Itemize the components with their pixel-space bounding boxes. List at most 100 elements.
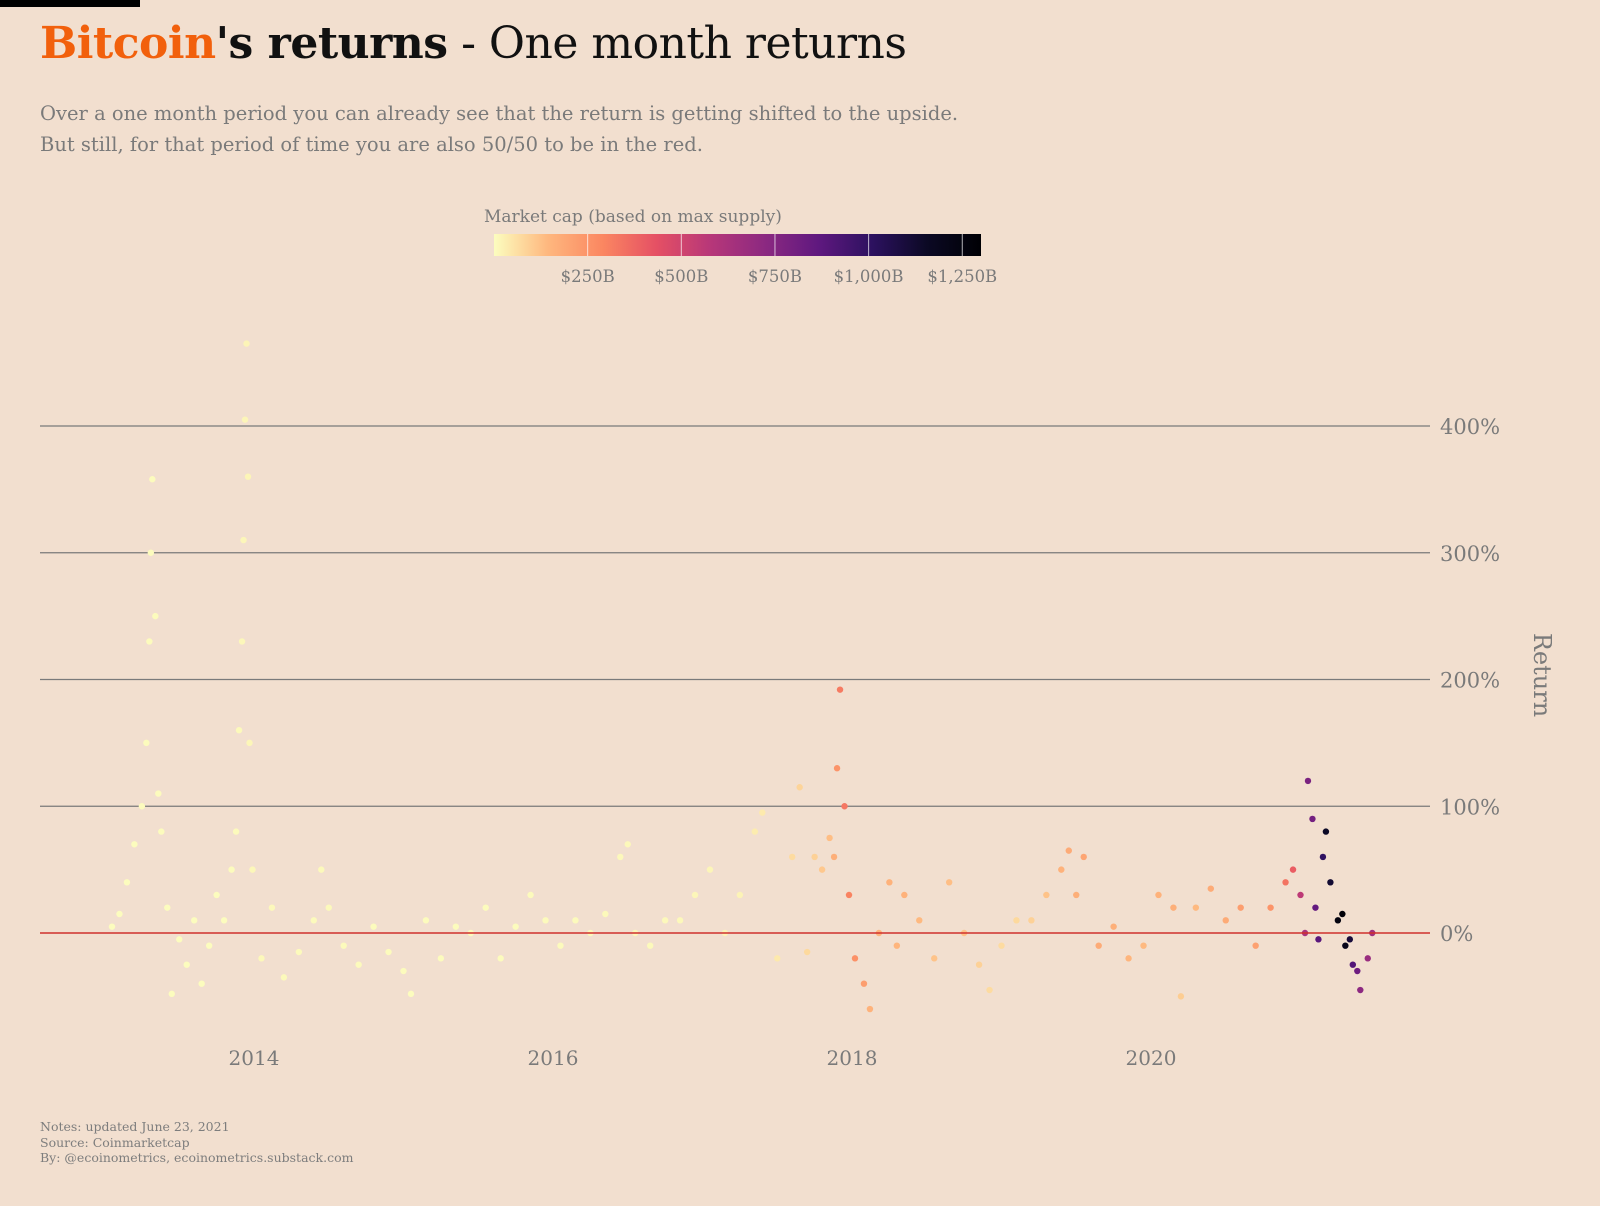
data-point: [168, 990, 175, 998]
data-point: [866, 1005, 874, 1013]
data-point: [318, 866, 325, 873]
data-point: [123, 879, 131, 886]
data-point: [152, 612, 159, 620]
data-point: [183, 961, 190, 968]
data-point: [280, 974, 288, 981]
title-rest: - One month returns: [447, 18, 907, 69]
chart-title: Bitcoin's returns - One month returns: [40, 14, 907, 74]
data-point: [158, 828, 165, 835]
data-point: [975, 961, 983, 968]
data-point: [1319, 853, 1327, 861]
y-tick-label: 400%: [1440, 415, 1500, 439]
data-point: [497, 955, 504, 962]
data-point: [1065, 847, 1072, 854]
data-point: [244, 473, 252, 480]
data-point: [916, 917, 923, 924]
data-point: [310, 917, 317, 924]
data-point: [1155, 891, 1162, 899]
data-point: [796, 784, 803, 791]
data-point: [833, 765, 841, 772]
data-point: [646, 942, 654, 949]
data-point: [1349, 961, 1357, 968]
data-point: [1289, 866, 1297, 873]
data-point: [1315, 936, 1322, 943]
data-point: [131, 841, 138, 848]
data-point: [147, 549, 155, 556]
data-point: [198, 980, 205, 987]
x-tick-label: 2016: [528, 1046, 579, 1070]
y-tick-label: 300%: [1440, 542, 1500, 566]
legend-tick-label: $500B: [654, 267, 708, 286]
data-point: [268, 904, 276, 911]
data-point: [164, 904, 171, 911]
legend-tick-label: $1,000B: [834, 267, 904, 286]
data-point: [1297, 891, 1304, 899]
data-point: [232, 828, 240, 835]
data-point: [676, 917, 684, 924]
data-point: [1312, 904, 1319, 911]
title-bold: 's returns: [215, 18, 449, 69]
data-point: [1346, 936, 1354, 943]
x-tick-label: 2014: [229, 1046, 280, 1070]
data-point: [325, 904, 332, 911]
data-point: [1080, 853, 1087, 861]
data-point: [1309, 815, 1316, 823]
data-point: [149, 476, 156, 483]
data-point: [617, 853, 624, 861]
data-point: [437, 955, 445, 962]
data-point: [400, 967, 407, 975]
note-source: Source: Coinmarketcap: [40, 1134, 190, 1150]
data-point: [1125, 955, 1132, 962]
data-point: [246, 739, 253, 747]
data-point: [811, 853, 818, 861]
data-point: [542, 917, 549, 924]
data-point: [998, 942, 1005, 949]
data-point: [1322, 828, 1330, 835]
data-point: [1110, 923, 1117, 930]
data-point: [249, 866, 256, 873]
data-point: [527, 891, 534, 899]
data-point: [116, 910, 123, 918]
data-point: [1192, 904, 1200, 911]
data-point: [774, 955, 781, 962]
data-point: [986, 986, 993, 994]
data-point: [860, 980, 868, 987]
data-point: [1237, 904, 1244, 911]
data-point: [295, 948, 303, 956]
color-legend-ticks: $250B $500B $750B $1,000B $1,250B: [561, 234, 997, 286]
data-point: [146, 638, 153, 645]
y-tick-label: 100%: [1440, 795, 1500, 819]
data-point: [108, 923, 116, 930]
data-point: [624, 841, 631, 848]
data-point: [1334, 917, 1342, 924]
data-point: [1028, 917, 1035, 924]
data-point: [1043, 891, 1050, 899]
data-point: [238, 638, 246, 645]
top-accent-bar: [0, 0, 140, 7]
y-grid: [40, 425, 1430, 807]
data-point: [836, 686, 844, 693]
data-point: [1013, 917, 1020, 924]
data-point: [851, 955, 859, 962]
data-point: [370, 923, 377, 930]
data-point: [572, 917, 579, 924]
chart-subtitle: Over a one month period you can already …: [40, 98, 958, 160]
data-point: [1140, 942, 1147, 949]
data-points: [108, 340, 1376, 1013]
legend-tick-label: $750B: [748, 267, 802, 286]
y-axis: 0% 100% 200% 300% 400%: [1440, 415, 1500, 946]
data-point: [240, 536, 247, 544]
data-point: [1267, 904, 1274, 911]
data-point: [691, 891, 699, 899]
data-point: [945, 879, 953, 886]
data-point: [228, 866, 235, 873]
x-tick-label: 2020: [1126, 1046, 1177, 1070]
data-point: [845, 891, 853, 899]
data-point: [512, 923, 519, 930]
data-point: [803, 948, 811, 956]
data-point: [841, 803, 848, 810]
data-point: [258, 955, 265, 962]
data-point: [235, 727, 243, 734]
data-point: [1222, 917, 1229, 924]
